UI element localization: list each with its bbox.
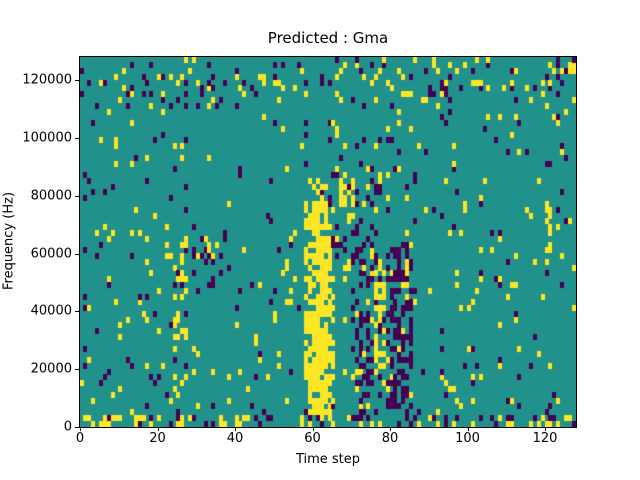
y-axis-label: Frequency (Hz) (1, 191, 17, 291)
y-tick-mark (75, 311, 79, 313)
y-tick-mark (75, 195, 79, 197)
x-tick-label: 0 (75, 431, 85, 446)
x-tick-label: 100 (455, 431, 480, 446)
x-axis-label: Time step (295, 452, 361, 467)
plot-area (79, 56, 577, 428)
x-tick-label: 120 (532, 431, 558, 446)
y-tick-label: 100000 (22, 130, 72, 146)
y-tick-label: 40000 (30, 303, 72, 319)
x-tick-label: 40 (226, 431, 244, 446)
y-tick-label: 80000 (30, 188, 72, 204)
x-tick-mark (312, 427, 314, 431)
y-tick-mark (75, 137, 79, 139)
x-tick-label: 60 (304, 431, 321, 446)
heatmap-canvas (80, 57, 576, 427)
x-tick-mark (467, 427, 469, 431)
y-tick-mark (75, 80, 79, 82)
y-tick-mark (75, 253, 79, 255)
plot-title: Predicted : Gma (267, 29, 389, 47)
y-tick-label: 120000 (22, 72, 72, 88)
x-tick-label: 80 (381, 431, 399, 446)
x-tick-mark (235, 427, 236, 431)
x-tick-mark (545, 427, 546, 431)
x-tick-mark (80, 427, 81, 431)
y-tick-mark (75, 369, 79, 371)
x-tick-mark (157, 427, 159, 431)
y-tick-label: 0 (63, 419, 72, 435)
x-tick-mark (390, 427, 391, 431)
x-tick-label: 20 (149, 431, 166, 446)
y-tick-label: 20000 (30, 361, 72, 377)
y-tick-mark (75, 427, 79, 428)
y-tick-label: 60000 (30, 246, 72, 262)
